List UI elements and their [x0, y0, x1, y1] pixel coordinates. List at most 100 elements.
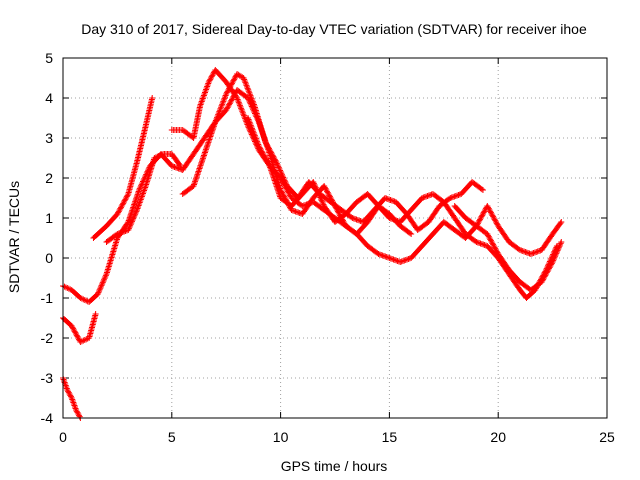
- series-track-j: [451, 203, 565, 293]
- series-track-h: [244, 115, 560, 301]
- tick-labels: 0 5 10 15 20 25 -4 -3 -2 -1 0 1 2 3 4 5: [41, 50, 615, 445]
- data-point: [154, 153, 161, 160]
- series-track-a: [60, 87, 415, 305]
- data-point: [75, 412, 82, 419]
- data-point: [268, 149, 275, 156]
- data-point: [541, 273, 548, 280]
- data-point: [317, 195, 324, 202]
- data-point: [248, 94, 255, 101]
- data-point: [219, 99, 226, 106]
- data-point: [265, 145, 272, 152]
- data-point: [324, 188, 331, 195]
- data-point: [209, 72, 216, 79]
- data-point: [99, 281, 106, 287]
- data-point: [548, 260, 555, 267]
- data-point: [279, 171, 286, 178]
- data-point: [117, 205, 124, 212]
- data-point: [222, 93, 229, 100]
- data-point: [102, 272, 109, 279]
- data-point: [262, 139, 269, 145]
- data-point: [254, 138, 261, 145]
- data-point: [225, 87, 232, 93]
- data-point: [81, 337, 88, 343]
- data-point: [97, 285, 104, 292]
- data-point: [269, 152, 276, 159]
- data-point: [485, 204, 492, 211]
- data-point: [77, 339, 84, 345]
- data-point: [127, 221, 134, 228]
- data-point: [557, 240, 564, 247]
- data-point: [120, 199, 127, 205]
- data-point: [221, 95, 228, 102]
- data-point: [321, 183, 328, 189]
- data-point: [263, 141, 270, 148]
- data-point: [313, 186, 320, 193]
- data-point: [311, 181, 318, 188]
- data-point: [406, 230, 413, 237]
- data-point: [270, 153, 277, 160]
- data-point: [214, 114, 221, 121]
- data-point: [121, 197, 128, 204]
- data-point: [125, 225, 132, 232]
- data-point: [212, 119, 219, 125]
- data-point: [542, 272, 549, 279]
- data-point: [246, 91, 253, 98]
- data-point: [319, 200, 326, 207]
- data-point: [545, 267, 552, 273]
- data-point: [210, 71, 217, 77]
- data-point: [263, 156, 270, 163]
- data-point: [374, 250, 381, 257]
- data-point: [322, 185, 329, 192]
- data-point: [72, 329, 79, 336]
- data-point: [208, 73, 215, 80]
- data-point: [475, 219, 482, 225]
- data-point: [486, 207, 493, 213]
- x-axis-label: GPS time / hours: [281, 458, 388, 474]
- data-point: [234, 96, 241, 103]
- data-point: [78, 338, 85, 345]
- data-point: [247, 120, 254, 127]
- data-point: [222, 92, 229, 99]
- data-point: [114, 211, 121, 217]
- data-point: [274, 161, 281, 168]
- data-point: [239, 109, 246, 116]
- y-tick-label: 1: [45, 210, 53, 226]
- x-tick-label: 5: [168, 429, 176, 445]
- data-point: [249, 98, 256, 105]
- data-point: [226, 101, 233, 108]
- data-point: [245, 88, 252, 95]
- data-point: [555, 246, 562, 253]
- data-point: [78, 295, 85, 302]
- data-point: [96, 288, 103, 295]
- data-point: [241, 114, 248, 121]
- data-point: [490, 213, 497, 220]
- data-point: [548, 261, 555, 268]
- data-point: [265, 161, 272, 168]
- data-point: [62, 284, 69, 291]
- data-point: [119, 201, 126, 208]
- data-point: [245, 86, 252, 93]
- data-point: [226, 100, 233, 107]
- data-point: [238, 106, 245, 113]
- data-point: [279, 173, 286, 180]
- data-point: [100, 278, 107, 285]
- data-point: [236, 102, 243, 109]
- data-point: [557, 220, 564, 227]
- data-point: [486, 235, 493, 241]
- data-point: [348, 214, 355, 221]
- data-point: [225, 103, 232, 109]
- data-point: [271, 155, 278, 161]
- data-point: [220, 96, 227, 103]
- data-point: [241, 76, 248, 83]
- data-point: [256, 144, 263, 151]
- data-point: [252, 134, 259, 141]
- data-point: [250, 129, 257, 136]
- data-point: [223, 105, 230, 112]
- data-point: [310, 180, 317, 187]
- data-point: [242, 79, 249, 86]
- data-point: [261, 153, 268, 160]
- data-point: [263, 140, 270, 147]
- data-point: [96, 286, 103, 293]
- data-point: [120, 200, 127, 207]
- data-point: [130, 215, 137, 222]
